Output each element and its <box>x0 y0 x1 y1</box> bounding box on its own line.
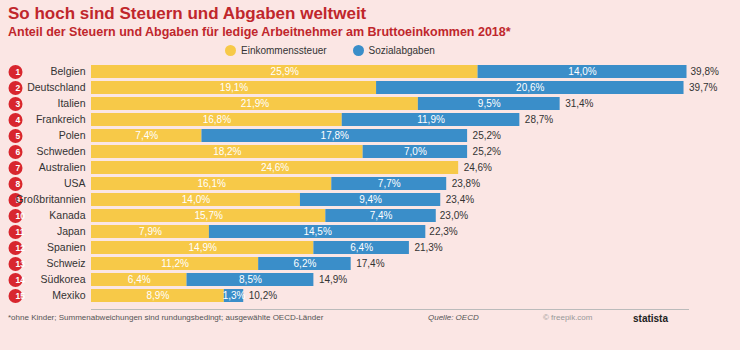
svg-text:12: 12 <box>16 243 26 253</box>
html-text:© freepik.com: © freepik.com <box>543 313 593 322</box>
svg-text:28,7%: 28,7% <box>525 114 553 125</box>
html-text:So hoch sind Steuern und Abgab: So hoch sind Steuern und Abgaben weltwei… <box>8 4 367 23</box>
svg-text:21,9%: 21,9% <box>241 98 269 109</box>
svg-text:22,3%: 22,3% <box>429 226 457 237</box>
svg-text:23,4%: 23,4% <box>446 194 474 205</box>
svg-text:18,2%: 18,2% <box>213 146 241 157</box>
svg-text:7,4%: 7,4% <box>135 130 158 141</box>
svg-text:6,4%: 6,4% <box>128 274 151 285</box>
svg-text:6,2%: 6,2% <box>294 258 317 269</box>
svg-text:31,4%: 31,4% <box>565 98 593 109</box>
svg-text:10: 10 <box>16 211 26 221</box>
svg-text:16,8%: 16,8% <box>203 114 231 125</box>
svg-text:USA: USA <box>64 177 86 189</box>
svg-text:23,0%: 23,0% <box>440 210 468 221</box>
svg-text:9,4%: 9,4% <box>359 194 382 205</box>
html-text:Einkommenssteuer: Einkommenssteuer <box>241 44 327 56</box>
svg-text:11,2%: 11,2% <box>161 258 189 269</box>
svg-text:Polen: Polen <box>59 129 86 141</box>
svg-text:Südkorea: Südkorea <box>41 273 86 285</box>
svg-text:Spanien: Spanien <box>47 241 86 253</box>
svg-text:Australien: Australien <box>39 161 86 173</box>
svg-text:1: 1 <box>16 67 21 77</box>
svg-text:16,1%: 16,1% <box>197 178 225 189</box>
svg-text:6,4%: 6,4% <box>350 242 373 253</box>
svg-text:Frankreich: Frankreich <box>36 113 86 125</box>
svg-text:24,6%: 24,6% <box>261 162 289 173</box>
svg-text:15: 15 <box>16 291 26 301</box>
svg-text:7,4%: 7,4% <box>370 210 393 221</box>
svg-text:Deutschland: Deutschland <box>27 81 86 93</box>
svg-text:11,9%: 11,9% <box>417 114 445 125</box>
svg-text:21,3%: 21,3% <box>414 242 442 253</box>
svg-text:39,8%: 39,8% <box>691 66 719 77</box>
svg-text:8,5%: 8,5% <box>239 274 262 285</box>
svg-text:10,2%: 10,2% <box>249 290 277 301</box>
svg-text:7,7%: 7,7% <box>378 178 401 189</box>
svg-text:14,0%: 14,0% <box>182 194 210 205</box>
svg-text:8,9%: 8,9% <box>147 290 170 301</box>
svg-text:24,6%: 24,6% <box>464 162 492 173</box>
svg-text:3: 3 <box>16 99 21 109</box>
svg-text:Japan: Japan <box>57 225 86 237</box>
svg-text:14,0%: 14,0% <box>568 66 596 77</box>
svg-text:17,4%: 17,4% <box>356 258 384 269</box>
html-text:Sozialabgaben: Sozialabgaben <box>368 44 435 56</box>
svg-text:25,2%: 25,2% <box>473 130 501 141</box>
svg-text:17,8%: 17,8% <box>321 130 349 141</box>
svg-text:25,9%: 25,9% <box>271 66 299 77</box>
svg-text:Italien: Italien <box>57 97 85 109</box>
svg-text:14,9%: 14,9% <box>319 274 347 285</box>
svg-text:Schweden: Schweden <box>36 145 85 157</box>
svg-text:Großbritannien: Großbritannien <box>15 193 85 205</box>
html-text:Quelle: OECD: Quelle: OECD <box>428 313 479 322</box>
svg-text:23,8%: 23,8% <box>452 178 480 189</box>
svg-text:7,0%: 7,0% <box>404 146 427 157</box>
svg-text:19,1%: 19,1% <box>220 82 248 93</box>
svg-text:14,9%: 14,9% <box>189 242 217 253</box>
svg-text:15,7%: 15,7% <box>194 210 222 221</box>
svg-text:6: 6 <box>16 147 21 157</box>
svg-text:39,7%: 39,7% <box>689 82 717 93</box>
html-text:Anteil der Steuern und Abgaben: Anteil der Steuern und Abgaben für ledig… <box>8 25 511 39</box>
svg-text:5: 5 <box>16 131 21 141</box>
svg-text:2: 2 <box>16 83 21 93</box>
html-text:*ohne Kinder; Summenabweichung: *ohne Kinder; Summenabweichungen sind ru… <box>8 313 324 322</box>
svg-text:9,5%: 9,5% <box>478 98 501 109</box>
svg-text:7: 7 <box>16 163 21 173</box>
svg-text:Schweiz: Schweiz <box>46 257 85 269</box>
svg-text:13: 13 <box>16 259 26 269</box>
html-text:statista: statista <box>633 313 668 324</box>
svg-text:7,9%: 7,9% <box>139 226 162 237</box>
svg-text:Mexiko: Mexiko <box>52 289 85 301</box>
svg-text:11: 11 <box>16 227 25 237</box>
svg-text:Kanada: Kanada <box>49 209 85 221</box>
svg-text:20,6%: 20,6% <box>516 82 544 93</box>
svg-text:4: 4 <box>16 115 21 125</box>
svg-text:14: 14 <box>16 275 26 285</box>
svg-text:25,2%: 25,2% <box>473 146 501 157</box>
svg-text:8: 8 <box>16 179 21 189</box>
svg-text:Belgien: Belgien <box>50 65 85 77</box>
svg-text:14,5%: 14,5% <box>303 226 331 237</box>
svg-text:1,3%: 1,3% <box>223 290 246 301</box>
